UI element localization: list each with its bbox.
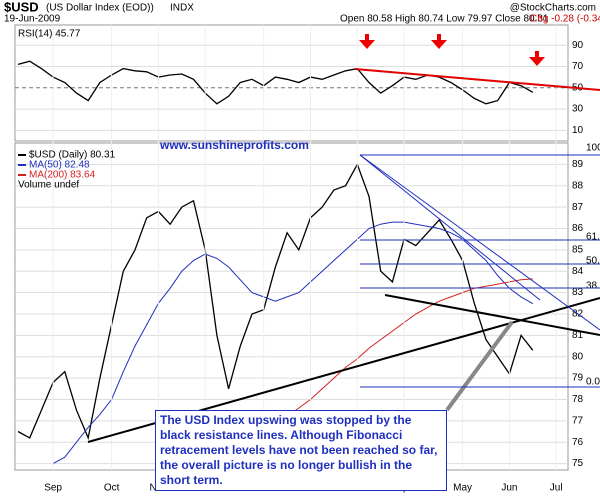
resistance-line <box>384 294 600 336</box>
rsi-trend <box>354 68 600 91</box>
exchange: INDX <box>170 3 194 14</box>
change: Chg -0.28 (-0.34%) <box>530 14 600 25</box>
series-line <box>52 221 534 465</box>
symbol: $USD <box>4 0 39 14</box>
y-tick-label: 84 <box>572 266 584 277</box>
y-tick-label: 80 <box>572 351 584 362</box>
quote: Open 80.58 High 80.74 Low 79.97 Close 80… <box>340 14 549 25</box>
fib-label: 50.0 <box>586 256 600 267</box>
website: www.sunshineprofits.com <box>159 138 309 152</box>
legend-entry: MA(50) 82.48 <box>29 160 90 171</box>
fib-label: 100.0 <box>586 143 600 154</box>
y-tick-label: 75 <box>572 458 584 469</box>
comment-box: The USD Index upswing was stopped by the… <box>155 410 447 491</box>
fib-label: 38.2 <box>586 281 600 292</box>
y-tick-label: 78 <box>572 394 584 405</box>
trend-blue <box>359 154 600 331</box>
arrow <box>529 51 545 66</box>
x-tick-label: Oct <box>104 483 120 494</box>
y-tick-label: 87 <box>572 202 584 213</box>
y-tick-label: 83 <box>572 287 584 298</box>
y-tick-label: 85 <box>572 245 584 256</box>
annotations <box>87 34 600 443</box>
y-tick-label: 10 <box>572 125 584 136</box>
series-line <box>17 60 534 105</box>
arrow <box>359 34 375 49</box>
y-tick-label: 79 <box>572 373 584 384</box>
fib-label: 61.8 <box>586 232 600 243</box>
series-line <box>17 162 534 441</box>
y-tick-label: 81 <box>572 330 584 341</box>
legend-entry: MA(200) 83.64 <box>29 170 96 181</box>
y-tick-label: 88 <box>572 180 584 191</box>
index-name: (US Dollar Index (EOD)) <box>46 3 154 14</box>
arrow <box>431 34 447 49</box>
legend-entry: $USD (Daily) 80.31 <box>29 150 116 161</box>
rsi-panel <box>14 24 569 142</box>
volume-legend: Volume undef <box>18 180 79 191</box>
x-tick-label: Sep <box>44 483 62 494</box>
rsi-legend: RSI(14) 45.77 <box>18 29 81 40</box>
fib-lines <box>360 154 600 388</box>
y-tick-label: 76 <box>572 437 584 448</box>
source: @StockCharts.com <box>510 3 596 14</box>
y-tick-label: 86 <box>572 223 584 234</box>
date: 19-Jun-2009 <box>4 14 61 25</box>
y-tick-label: 30 <box>572 104 584 115</box>
x-tick-label: Jul <box>550 483 563 494</box>
y-tick-label: 90 <box>572 40 584 51</box>
trend-blue <box>359 154 541 301</box>
y-tick-label: 89 <box>572 159 584 170</box>
y-tick-label: 77 <box>572 415 584 426</box>
x-tick-label: May <box>453 483 472 494</box>
fib-label: 0.0 <box>586 377 600 388</box>
pointer <box>445 320 514 412</box>
x-tick-label: Jun <box>501 483 517 494</box>
y-tick-label: 70 <box>572 61 584 72</box>
